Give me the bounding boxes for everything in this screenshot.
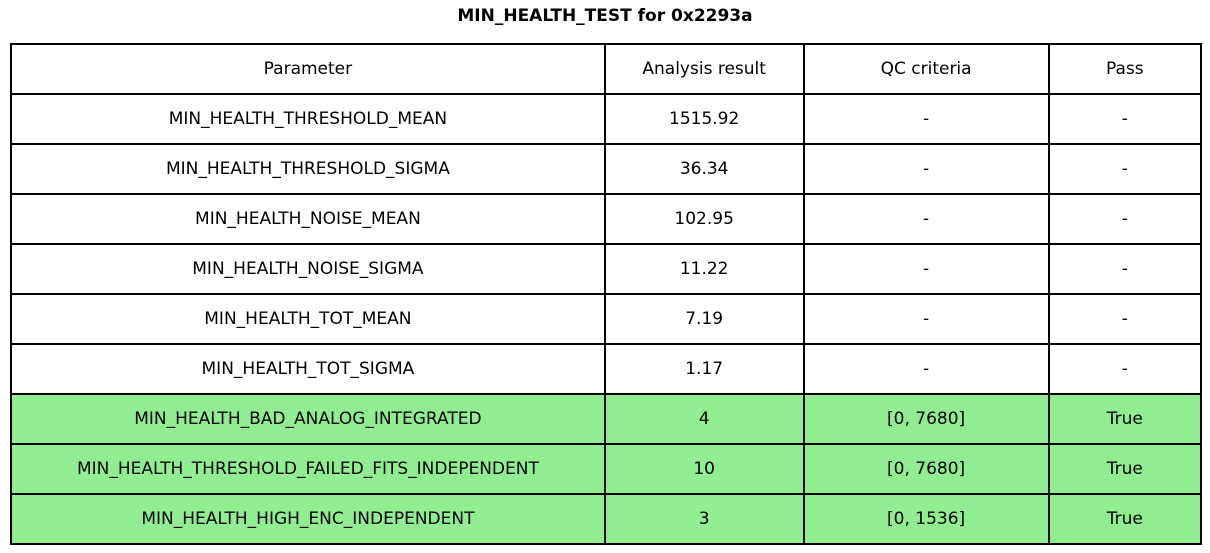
cell-parameter: MIN_HEALTH_THRESHOLD_FAILED_FITS_INDEPEN… xyxy=(10,443,606,495)
cell-qc-criteria: - xyxy=(802,143,1050,195)
table-row: MIN_HEALTH_THRESHOLD_SIGMA 36.34 - - xyxy=(10,143,1203,195)
cell-qc-criteria: - xyxy=(802,293,1050,345)
table-row-highlighted: MIN_HEALTH_HIGH_ENC_INDEPENDENT 3 [0, 15… xyxy=(10,493,1203,545)
cell-parameter: MIN_HEALTH_TOT_SIGMA xyxy=(10,343,606,395)
cell-parameter: MIN_HEALTH_NOISE_MEAN xyxy=(10,193,606,245)
cell-qc-criteria: [0, 7680] xyxy=(802,393,1050,445)
cell-qc-criteria: - xyxy=(802,343,1050,395)
cell-pass: - xyxy=(1047,243,1203,295)
cell-qc-criteria: [0, 7680] xyxy=(802,443,1050,495)
page-title: MIN_HEALTH_TEST for 0x2293a xyxy=(457,6,753,26)
table-row-highlighted: MIN_HEALTH_THRESHOLD_FAILED_FITS_INDEPEN… xyxy=(10,443,1203,495)
cell-pass: True xyxy=(1047,443,1203,495)
cell-pass: True xyxy=(1047,493,1203,545)
table-row: MIN_HEALTH_TOT_MEAN 7.19 - - xyxy=(10,293,1203,345)
table-row: MIN_HEALTH_NOISE_SIGMA 11.22 - - xyxy=(10,243,1203,295)
cell-analysis-result: 7.19 xyxy=(603,293,805,345)
cell-pass: - xyxy=(1047,293,1203,345)
cell-analysis-result: 102.95 xyxy=(603,193,805,245)
cell-analysis-result: 11.22 xyxy=(603,243,805,295)
cell-qc-criteria: - xyxy=(802,93,1050,145)
table-row: MIN_HEALTH_TOT_SIGMA 1.17 - - xyxy=(10,343,1203,395)
cell-pass: - xyxy=(1047,343,1203,395)
cell-analysis-result: 36.34 xyxy=(603,143,805,195)
cell-analysis-result: 10 xyxy=(603,443,805,495)
cell-qc-criteria: [0, 1536] xyxy=(802,493,1050,545)
qc-results-table: Parameter Analysis result QC criteria Pa… xyxy=(10,43,1203,545)
table-row-highlighted: MIN_HEALTH_BAD_ANALOG_INTEGRATED 4 [0, 7… xyxy=(10,393,1203,445)
cell-analysis-result: 4 xyxy=(603,393,805,445)
cell-pass: - xyxy=(1047,193,1203,245)
column-header-analysis-result: Analysis result xyxy=(603,43,805,95)
cell-pass: - xyxy=(1047,93,1203,145)
cell-analysis-result: 1.17 xyxy=(603,343,805,395)
column-header-parameter: Parameter xyxy=(10,43,606,95)
cell-pass: - xyxy=(1047,143,1203,195)
cell-pass: True xyxy=(1047,393,1203,445)
table-row: MIN_HEALTH_THRESHOLD_MEAN 1515.92 - - xyxy=(10,93,1203,145)
cell-analysis-result: 1515.92 xyxy=(603,93,805,145)
column-header-pass: Pass xyxy=(1047,43,1203,95)
table-row: MIN_HEALTH_NOISE_MEAN 102.95 - - xyxy=(10,193,1203,245)
cell-parameter: MIN_HEALTH_NOISE_SIGMA xyxy=(10,243,606,295)
cell-qc-criteria: - xyxy=(802,243,1050,295)
cell-parameter: MIN_HEALTH_TOT_MEAN xyxy=(10,293,606,345)
cell-parameter: MIN_HEALTH_THRESHOLD_SIGMA xyxy=(10,143,606,195)
header-row: Parameter Analysis result QC criteria Pa… xyxy=(10,43,1203,95)
cell-parameter: MIN_HEALTH_HIGH_ENC_INDEPENDENT xyxy=(10,493,606,545)
column-header-qc-criteria: QC criteria xyxy=(802,43,1050,95)
cell-parameter: MIN_HEALTH_THRESHOLD_MEAN xyxy=(10,93,606,145)
cell-parameter: MIN_HEALTH_BAD_ANALOG_INTEGRATED xyxy=(10,393,606,445)
cell-analysis-result: 3 xyxy=(603,493,805,545)
cell-qc-criteria: - xyxy=(802,193,1050,245)
